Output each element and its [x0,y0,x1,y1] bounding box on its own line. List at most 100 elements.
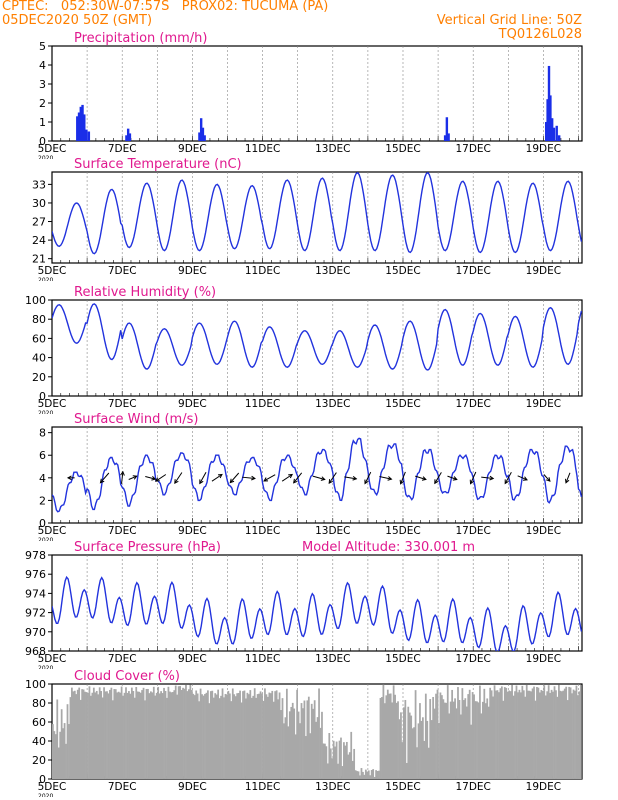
cloud-bar [155,692,158,779]
y-tick-label: 972 [25,607,46,620]
cloud-bar [76,689,79,779]
wind-arrow-shaft [145,476,156,480]
cloud-bar [95,690,98,779]
cloud-bar [429,699,432,779]
panel-plot-area [52,575,582,651]
panel-plot-area [52,437,582,513]
cloud-bar [73,690,76,779]
cloud-bar [331,758,334,779]
panel-frame [51,45,583,142]
y-tick-label: 60 [32,332,46,345]
cloud-bar [467,694,470,779]
cloud-bar [157,686,160,779]
cloud-bar [315,721,318,779]
cloud-bar [237,693,240,779]
cloud-bar [575,685,578,779]
wind-arrow-shaft [211,474,223,482]
cloud-bar [395,702,398,779]
cloud-bar [272,701,275,779]
cloud-bar [375,770,377,779]
panel-title: Surface Pressure (hPa) [74,540,221,555]
precip-bar [555,125,558,141]
cloud-bar [438,722,440,779]
cloud-bar [578,691,581,779]
cloud-bar [372,769,375,779]
cloud-bar [177,686,180,779]
cloud-bar [442,699,445,779]
cloud-bar [496,690,499,779]
cloud-bar [226,694,228,779]
cloud-bar [348,752,351,779]
cloud-bar [275,690,278,779]
cloud-bar [166,697,168,779]
panel-frame [51,299,583,397]
wind-vector-arrow [281,473,294,482]
panel-frame [51,554,583,652]
cloud-bar [364,769,367,779]
cloud-bar [151,692,154,779]
y-tick-label: 974 [25,587,46,600]
y-tick-label: 80 [32,313,46,326]
precip-bar [547,65,551,141]
cloud-bar [122,695,124,779]
cloud-bar [572,689,575,779]
wind-arrow-head [421,476,427,481]
cloud-bar [553,686,556,779]
cloud-bar [264,688,266,779]
precip-bar [87,131,91,141]
wind-arrow-shaft [312,475,325,480]
cloud-bar [404,699,407,779]
cloud-bar [164,690,167,779]
cloud-bar [250,697,253,779]
cloud-bar [171,692,174,779]
cloud-bar [253,688,256,779]
cloud-bar [552,691,554,779]
x-tick-label: 5DEC [38,265,67,277]
y-tick-label: 33 [32,178,46,191]
wind-arrow-shaft [447,475,457,480]
cloud-bar [556,696,559,779]
cloud-bar [294,734,297,779]
cloud-bar [420,720,423,779]
cloud-bar [577,695,579,779]
y-tick-label: 60 [32,716,46,729]
cloud-bar [128,691,130,779]
cloud-bar [574,690,576,779]
x-tick-label: 11DEC [245,653,280,665]
cloud-bar [443,702,446,779]
cloud-bar [117,691,120,779]
cloud-bar [521,685,524,779]
cloud-bar [322,743,325,779]
cloud-bar [484,703,487,779]
cloud-bar [59,731,62,779]
cloud-bar [569,687,572,779]
precip-bar [544,122,548,141]
cloud-bar [296,689,298,779]
cloud-bar [343,742,345,779]
cloud-bar [139,692,142,779]
header-station-line: CPTEC: 052:30W-07:57S PROX02: TUCUMA (PA… [2,0,329,14]
cloud-bar [509,691,512,779]
cloud-bar [376,770,379,779]
cloud-bar [271,690,274,779]
cloud-bar [231,688,234,779]
cloud-bar [268,692,271,779]
cloud-bar [366,771,369,779]
cloud-bar [362,771,364,779]
wind-arrow-shaft [263,474,276,482]
cloud-bar [394,694,396,779]
wind-arrow-shaft [229,472,240,483]
panel-title: Surface Temperature (nC) [74,157,242,172]
x-tick-label: 15DEC [385,653,420,665]
cloud-bar [465,706,468,779]
cloud-bar [477,702,480,779]
cloud-bar [173,690,176,779]
cloud-bar [233,694,236,779]
panel-precip: 0 1 2 3 4 5 5DEC 7DEC 9DEC 11DEC 13DEC 15DEC 17DEC 19… [38,31,583,162]
cloud-bar [353,748,356,779]
cloud-bar [419,703,421,779]
cloud-bar [495,690,497,779]
y-tick-label: 968 [25,645,46,658]
x-tick-label: 7DEC [108,143,137,155]
cloud-bar [236,693,239,779]
